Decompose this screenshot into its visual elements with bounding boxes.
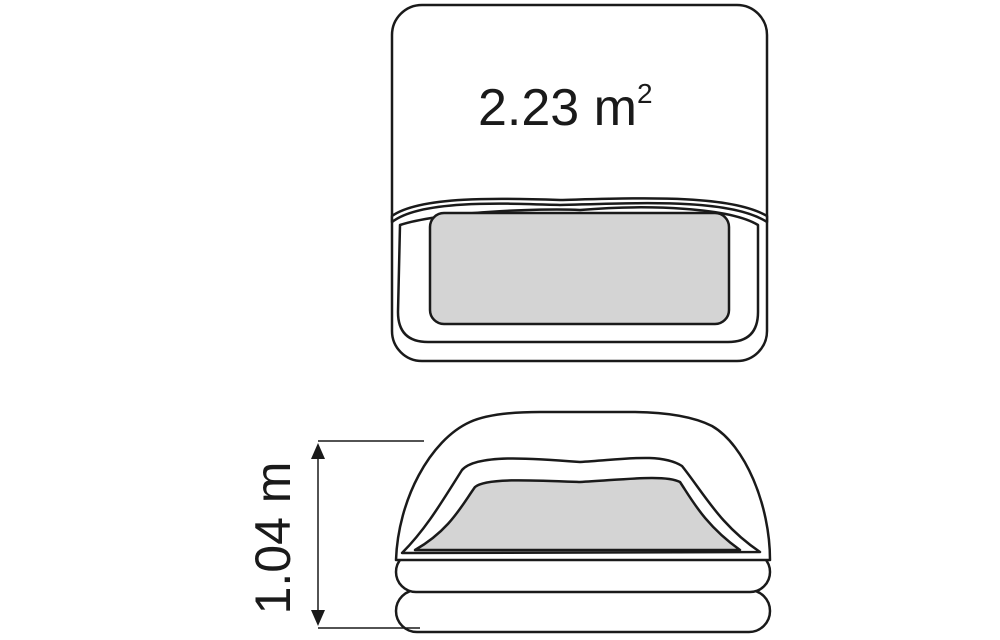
top-view: 2.23 m2 bbox=[390, 3, 769, 363]
height-arrow-bottom bbox=[311, 610, 325, 626]
height-arrow-top bbox=[311, 443, 325, 459]
height-dimension: 1.04 m bbox=[245, 440, 424, 629]
area-exponent: 2 bbox=[637, 78, 653, 109]
side-view-seat-area bbox=[413, 476, 742, 552]
side-view-bottom-tube bbox=[394, 588, 772, 634]
top-view-fold-edge bbox=[390, 197, 769, 224]
side-view bbox=[394, 410, 772, 634]
height-label: 1.04 m bbox=[245, 462, 301, 615]
top-view-seat-area bbox=[428, 211, 731, 326]
area-label: 2.23 m2 bbox=[478, 78, 653, 137]
